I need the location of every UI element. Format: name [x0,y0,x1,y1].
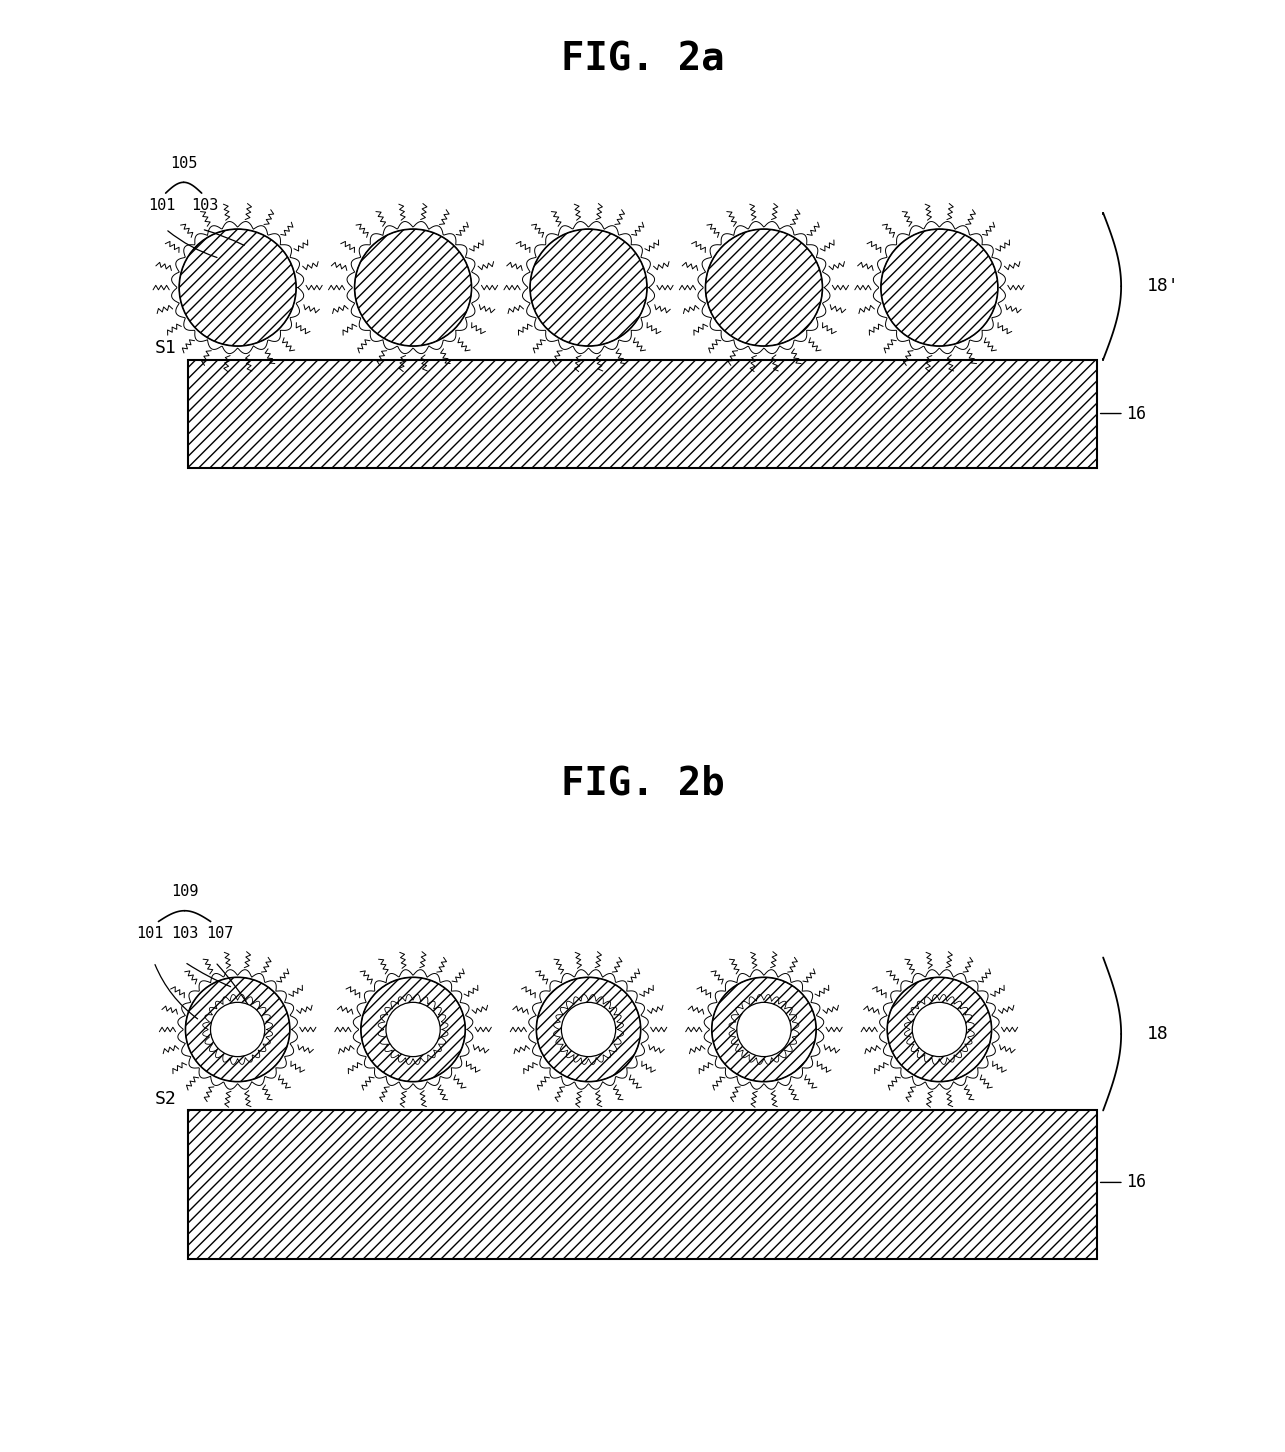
Text: 16: 16 [1126,1173,1146,1192]
Circle shape [712,977,816,1082]
Text: 18: 18 [1146,1025,1168,1043]
Circle shape [386,1002,441,1057]
Circle shape [529,229,648,346]
Circle shape [887,977,992,1082]
Text: S2: S2 [155,1090,176,1108]
Text: 101: 101 [136,926,163,941]
Text: S1: S1 [155,338,176,357]
Text: FIG. 2a: FIG. 2a [560,41,725,78]
Circle shape [536,977,641,1082]
Text: 16: 16 [1126,405,1146,423]
Circle shape [912,1002,966,1057]
Bar [188,360,1097,468]
Circle shape [562,1002,616,1057]
Text: FIG. 2b: FIG. 2b [560,764,725,802]
Text: 107: 107 [206,926,234,941]
Circle shape [361,977,465,1082]
Text: 18': 18' [1146,277,1178,295]
Text: 109: 109 [171,884,198,899]
Circle shape [185,977,290,1082]
Circle shape [179,229,296,346]
Bar [188,360,1097,468]
Bar [188,1111,1097,1259]
Bar [188,1111,1097,1259]
Circle shape [736,1002,792,1057]
Text: 103: 103 [191,197,218,212]
Circle shape [355,229,472,346]
Text: 103: 103 [171,926,198,941]
Circle shape [882,229,998,346]
Text: 105: 105 [170,155,198,170]
Text: 101: 101 [148,197,176,212]
Circle shape [211,1002,265,1057]
Circle shape [705,229,822,346]
